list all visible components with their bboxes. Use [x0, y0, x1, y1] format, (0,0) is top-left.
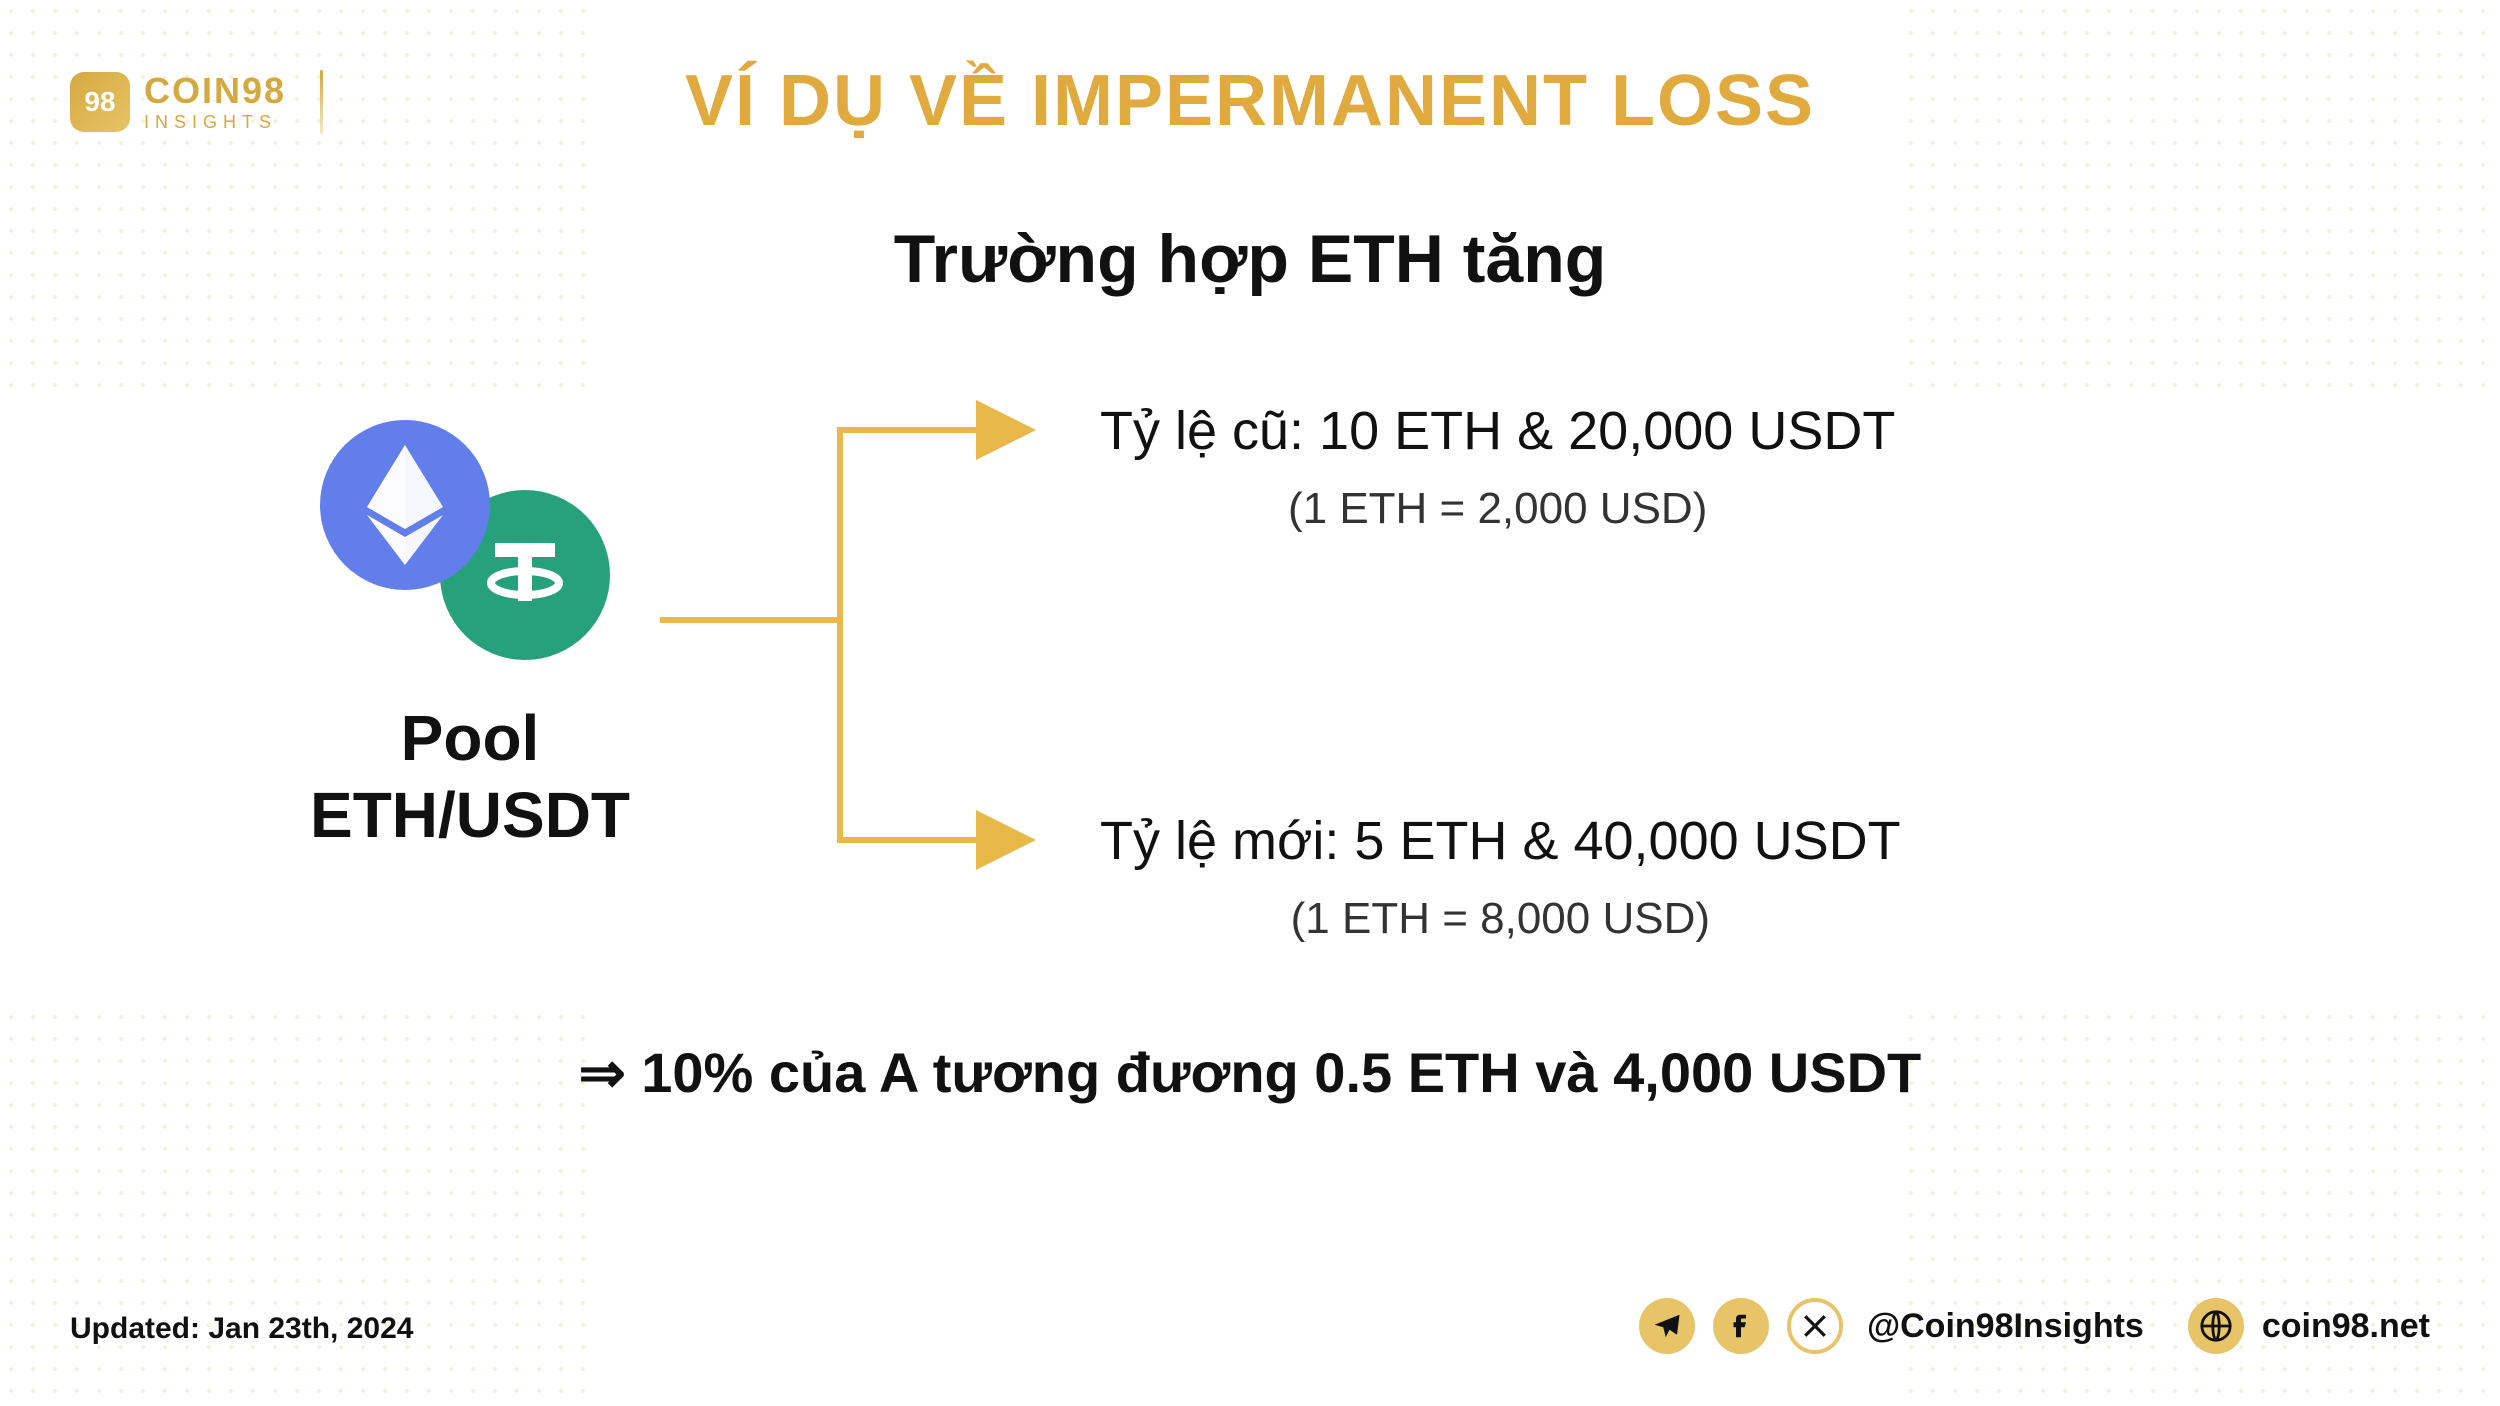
- page-title: VÍ DỤ VỀ IMPERMANENT LOSS: [685, 60, 1815, 142]
- branch-old-main: Tỷ lệ cũ: 10 ETH & 20,000 USDT: [1100, 400, 1895, 462]
- conclusion: ⇒ 10% của A tương đương 0.5 ETH và 4,000…: [579, 1040, 1922, 1106]
- branch-old-sub: (1 ETH = 2,000 USD): [1100, 484, 1895, 534]
- footer-site: coin98.net: [2262, 1307, 2430, 1346]
- globe-icon: [2188, 1298, 2244, 1354]
- footer-updated: Updated: Jan 23th, 2024: [70, 1312, 413, 1346]
- branch-new-sub: (1 ETH = 8,000 USD): [1100, 894, 1901, 944]
- telegram-icon: [1639, 1298, 1695, 1354]
- bg-dots: [0, 0, 600, 400]
- ethereum-icon: [320, 420, 490, 590]
- pool-icons: [320, 420, 580, 640]
- bg-dots: [1900, 0, 2500, 400]
- facebook-icon: [1713, 1298, 1769, 1354]
- page-subtitle: Trường hợp ETH tăng: [894, 220, 1607, 298]
- branch-new: Tỷ lệ mới: 5 ETH & 40,000 USDT (1 ETH = …: [1100, 810, 1901, 944]
- branch-new-main: Tỷ lệ mới: 5 ETH & 40,000 USDT: [1100, 810, 1901, 872]
- branch-connector: [660, 380, 1060, 880]
- pool-label-line2: ETH/USDT: [280, 777, 660, 854]
- x-icon: [1787, 1298, 1843, 1354]
- logo-divider: [320, 70, 323, 134]
- pool-label: Pool ETH/USDT: [280, 700, 660, 854]
- bg-dots: [0, 1006, 600, 1406]
- brand-logo: 98 COIN98 INSIGHTS: [70, 70, 323, 134]
- logo-sub: INSIGHTS: [144, 113, 286, 131]
- pool-label-line1: Pool: [280, 700, 660, 777]
- logo-brand: COIN98: [144, 73, 286, 109]
- branch-old: Tỷ lệ cũ: 10 ETH & 20,000 USDT (1 ETH = …: [1100, 400, 1895, 534]
- footer-socials: @Coin98Insights coin98.net: [1639, 1298, 2430, 1354]
- logo-badge: 98: [70, 72, 130, 132]
- social-handle: @Coin98Insights: [1867, 1307, 2144, 1346]
